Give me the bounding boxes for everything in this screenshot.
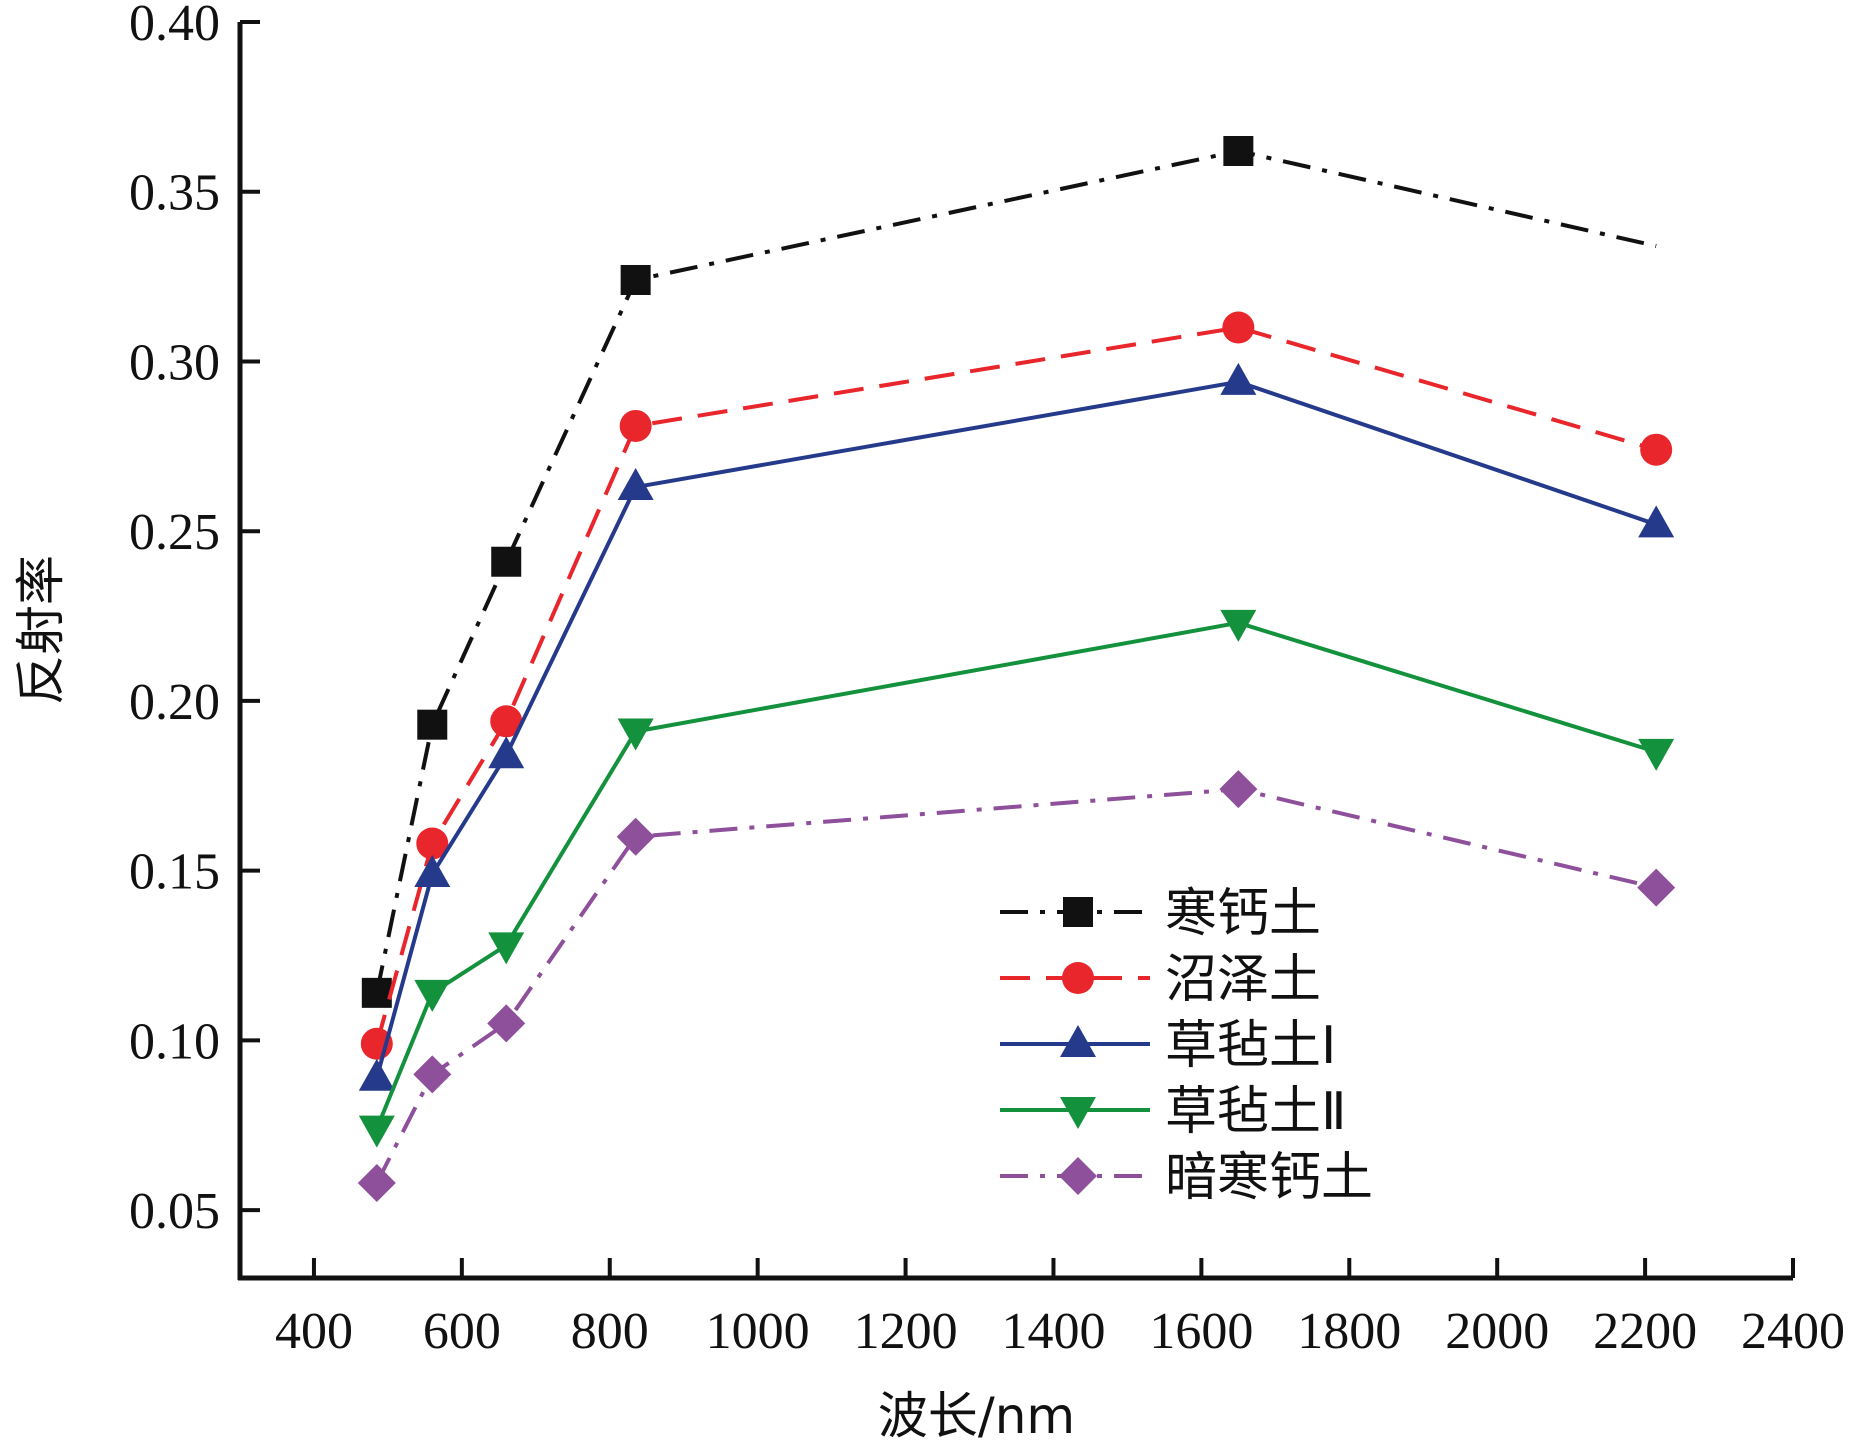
data-point (617, 468, 654, 501)
x-tick-label: 400 (275, 1303, 353, 1360)
legend-label: 沼泽土 (1165, 950, 1321, 1010)
y-tick-label: 0.05 (129, 1183, 220, 1240)
data-point (1220, 362, 1257, 395)
data-point (616, 817, 655, 856)
x-tick-label: 2400 (1741, 1303, 1845, 1360)
data-point (1638, 738, 1675, 771)
x-tick-label: 1000 (706, 1303, 810, 1360)
series-line (374, 148, 1657, 994)
legend-marker (1059, 1157, 1097, 1195)
data-point (1637, 868, 1676, 907)
legend-label: 草毡土Ⅱ (1165, 1082, 1347, 1142)
x-tick-label: 600 (423, 1303, 501, 1360)
y-axis-title: 反射率 (12, 555, 70, 705)
data-point (414, 979, 451, 1012)
series-line (374, 325, 1657, 1045)
series-line (374, 620, 1657, 1130)
data-point (1222, 311, 1255, 344)
data-point (358, 1058, 395, 1091)
series-4 (358, 609, 1675, 1148)
series-3 (358, 362, 1675, 1091)
y-ticks: 0.05 0.10 0.15 0.20 0.25 0.30 0.35 0.40 (129, 0, 260, 1240)
data-point (1220, 609, 1257, 642)
data-point (488, 736, 525, 769)
x-tick-label: 800 (571, 1303, 649, 1360)
legend-item: 沼泽土 (1000, 950, 1321, 1010)
legend-item: 草毡土Ⅰ (1000, 1016, 1336, 1076)
axes (237, 22, 1793, 1281)
x-tick-label: 2000 (1445, 1303, 1549, 1360)
data-point (361, 977, 392, 1008)
series-1 (361, 135, 1657, 1008)
x-tick-label: 1400 (1001, 1303, 1105, 1360)
series-5 (357, 770, 1676, 1202)
data-point (358, 1115, 395, 1148)
data-point (491, 546, 522, 577)
data-point (1638, 505, 1675, 538)
y-tick-label: 0.15 (129, 844, 220, 901)
legend-marker (1063, 897, 1093, 927)
series-layer (357, 135, 1676, 1202)
data-point (417, 709, 448, 740)
legend-marker (1060, 1097, 1096, 1129)
series-2 (360, 311, 1673, 1060)
x-tick-label: 1800 (1297, 1303, 1401, 1360)
legend-marker (1060, 1025, 1096, 1057)
legend-marker (1062, 962, 1094, 994)
x-tick-label: 1600 (1149, 1303, 1253, 1360)
data-point (413, 1055, 452, 1094)
y-tick-label: 0.35 (129, 165, 220, 222)
x-tick-label: 2200 (1593, 1303, 1697, 1360)
y-tick-label: 0.40 (129, 0, 220, 52)
data-point (1223, 135, 1254, 166)
data-point (488, 932, 525, 965)
x-axis-title: 波长/nm (878, 1387, 1075, 1445)
data-point (619, 409, 652, 442)
series-line (375, 787, 1657, 1184)
series-line (374, 379, 1657, 1079)
legend-item: 寒钙土 (1000, 884, 1321, 944)
legend-item: 草毡土Ⅱ (1000, 1082, 1347, 1142)
y-tick-label: 0.20 (129, 674, 220, 731)
y-tick-label: 0.10 (129, 1013, 220, 1070)
legend-label: 草毡土Ⅰ (1165, 1016, 1336, 1076)
data-point (617, 718, 654, 751)
legend-label: 暗寒钙土 (1165, 1148, 1373, 1208)
x-tick-label: 1200 (854, 1303, 958, 1360)
data-point (487, 1004, 526, 1043)
y-tick-label: 0.30 (129, 334, 220, 391)
y-tick-label: 0.25 (129, 504, 220, 561)
legend-item: 暗寒钙土 (1000, 1148, 1373, 1208)
data-point (416, 827, 449, 860)
data-point (490, 705, 523, 738)
data-point (1640, 433, 1673, 466)
data-point (414, 855, 451, 888)
legend-label: 寒钙土 (1165, 884, 1321, 944)
data-point (1219, 770, 1258, 809)
x-ticks: 400 600 800 1000 1200 1400 1600 1800 2000 2200 240… (275, 1258, 1845, 1360)
data-point (357, 1163, 396, 1202)
data-point (620, 264, 651, 295)
